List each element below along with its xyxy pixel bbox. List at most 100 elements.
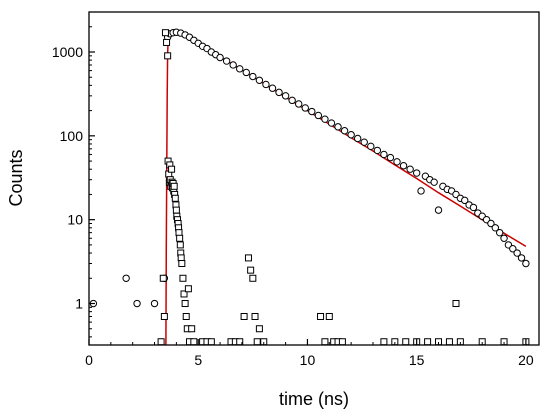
decay-circle-point [434,206,443,214]
decay-circle-point [268,84,277,92]
irf-square-point [255,325,263,333]
decay-circle-point [334,123,342,131]
irf-square-point [180,290,188,298]
decay-circle-point [417,187,425,195]
decay-circle-point [150,299,159,308]
decay-circle-point [242,68,250,77]
decay-circle-point [509,245,517,253]
decay-circle-point [406,165,414,173]
decay-circle-point [308,107,316,116]
decay-circle-point [487,219,495,228]
irf-square-point [178,260,186,268]
axis-ticks: 0 5 10 15 20 1 10 100 1000 [52,11,534,368]
decay-circle-point [495,228,504,237]
plot-frame [88,11,540,346]
irf-square-point [253,338,261,346]
irf-square-point [402,338,410,346]
decay-circle-point [461,196,469,205]
irf-square-point [161,29,169,37]
irf-square-point [380,338,388,346]
y-axis-title: Counts [6,149,26,206]
decay-circle-point [275,88,283,97]
x-tick-label: 10 [300,352,316,368]
decay-circle-point [517,254,526,262]
decay-circle-point [216,53,224,62]
irf-square-point [171,194,179,202]
decay-circle-point [386,153,395,162]
decay-circle-point [522,259,530,268]
irf-square-point [168,165,176,173]
decay-circle-point [513,249,521,257]
decay-circle-point [380,150,388,159]
fit-curve [165,31,527,346]
irf-square-point [170,182,178,190]
decay-circle-point [340,127,349,135]
irf-square-point [172,206,180,214]
decay-circle-point [367,142,375,151]
decay-circle-point [249,72,257,81]
decay-circle-point [222,57,231,65]
decay-circle-point [262,80,270,89]
decay-circle-point [327,119,336,127]
x-tick-label: 15 [409,352,425,368]
irf-square-point [163,38,171,46]
x-tick-label: 20 [518,352,534,368]
decay-circle-point [491,224,500,232]
decay-circle-point [500,234,508,242]
irf-square-point [325,312,333,320]
irf-square-point [157,338,165,346]
decay-circle-point [393,158,401,166]
decay-circle-point [347,131,355,139]
irf-square-point [181,300,189,308]
decay-circle-point [360,138,368,146]
plot-area [89,28,530,346]
decay-circle-point [288,96,296,105]
decay-circle-point [133,299,141,308]
irf-square-point [452,300,460,308]
decay-circle-point [373,146,382,155]
irf-square-point [240,312,248,320]
decay-circle-point [430,178,438,186]
irf-square-point [424,338,432,346]
irf-square-point [321,338,329,346]
irf-square-point [160,312,168,320]
decay-circle-point [295,100,303,108]
y-tick-label: 1000 [52,44,83,60]
irf-square-point [176,241,184,249]
irf-square-point [338,338,346,346]
decay-circle-point [469,203,478,212]
x-axis-title: time (ns) [279,389,349,409]
irf-square-point [177,254,185,262]
irf-square-point [182,312,190,320]
y-tick-label: 10 [67,212,83,228]
irf-square-point [207,338,215,346]
irf-square-point [247,266,255,274]
irf-square-point [175,229,183,237]
decay-circle-point [412,169,421,177]
irf-square-point [249,274,257,282]
irf-square-point [179,274,187,282]
irf-square-point [164,52,172,60]
decay-circle-point [301,104,309,112]
irf-square-point [445,338,453,346]
irf-square-point [244,254,252,262]
y-tick-label: 1 [75,296,83,312]
irf-square-point [159,274,167,282]
irf-square-point [176,234,184,242]
irf-square-point [317,312,325,320]
decay-circle-point [229,61,237,69]
decay-circle-point [281,92,290,100]
irf-square-point [184,285,192,293]
y-tick-label: 100 [60,128,84,144]
decay-circle-point [236,65,244,73]
irf-square-point [188,325,196,333]
decay-circle-point [255,76,264,84]
irf-square-point [251,312,259,320]
x-tick-label: 5 [194,352,202,368]
decay-circle-point [122,274,130,282]
x-tick-label: 0 [85,352,93,368]
decay-circle-point [314,111,323,120]
decay-circle-point [353,134,362,143]
decay-circle-point [321,115,329,123]
